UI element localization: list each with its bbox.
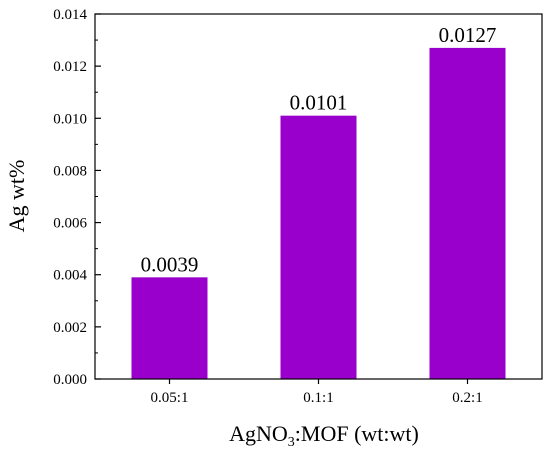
y-axis-ticks: 0.000 0.002 0.004 0.006 0.008 0.010 0.012 0.014	[53, 7, 101, 388]
y-tick-label: 0.014	[53, 7, 87, 23]
data-label: 0.0101	[290, 91, 348, 115]
y-tick-label: 0.008	[53, 163, 87, 179]
data-labels-group: 0.0039 0.0101 0.0127	[141, 23, 497, 276]
x-tick-label: 0.1:1	[303, 390, 333, 406]
bar	[429, 47, 506, 380]
x-axis-ticks: 0.05:1 0.1:1 0.2:1	[151, 379, 483, 406]
y-tick-label: 0.006	[53, 216, 87, 232]
bar	[131, 277, 208, 379]
y-tick-label: 0.004	[53, 268, 87, 284]
x-axis-title: AgNO3:MOF (wt:wt)	[229, 421, 419, 450]
data-label: 0.0039	[141, 252, 199, 276]
data-label: 0.0127	[439, 23, 497, 47]
x-tick-label: 0.2:1	[452, 390, 482, 406]
y-axis-title: Ag wt%	[4, 160, 29, 233]
plot-frame	[94, 13, 543, 380]
bars-group	[131, 47, 506, 380]
bar	[280, 115, 357, 379]
y-tick-label: 0.000	[53, 372, 87, 388]
y-tick-label: 0.010	[53, 111, 87, 127]
x-tick-label: 0.05:1	[151, 390, 189, 406]
x-axis-title-suffix: :MOF (wt:wt)	[295, 421, 419, 446]
y-tick-label: 0.002	[53, 320, 87, 336]
x-axis-title-subscript: 3	[288, 435, 295, 450]
y-tick-label: 0.012	[53, 59, 87, 75]
x-axis-title-prefix: AgNO	[229, 421, 288, 446]
